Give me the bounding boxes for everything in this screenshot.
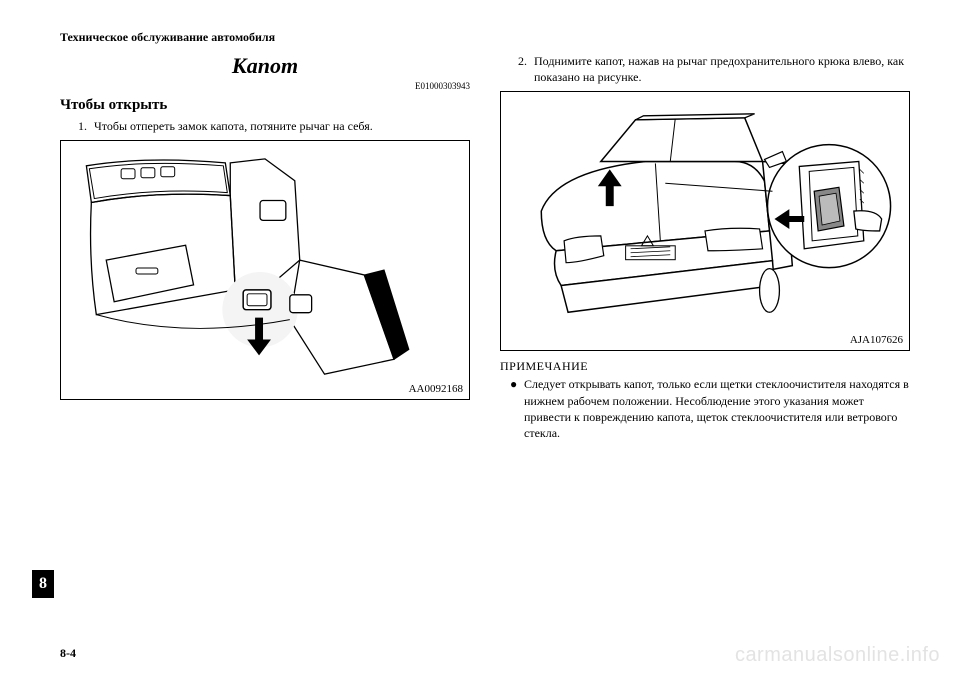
step-1-number: 1. [78,118,94,134]
left-column: Капот E01000303943 Чтобы открыть 1. Чтоб… [60,53,470,441]
watermark: carmanualsonline.info [735,644,940,667]
note-text: Следует открывать капот, только если щет… [524,376,910,441]
note-bullet: ● [510,376,524,441]
page: Техническое обслуживание автомобиля Капо… [0,0,960,679]
figure-2: AJA107626 [500,91,910,351]
running-header: Техническое обслуживание автомобиля [60,30,910,45]
subsection-title: Чтобы открыть [60,97,470,114]
figure-2-svg [501,92,909,350]
chapter-tab: 8 [32,570,54,598]
figure-1-svg [61,141,469,399]
document-code: E01000303943 [60,81,470,91]
note-body: ● Следует открывать капот, только если щ… [510,376,910,441]
step-1-text: Чтобы отпереть замок капота, потяните ры… [94,118,470,134]
note-title: ПРИМЕЧАНИЕ [500,359,910,374]
right-column: 2. Поднимите капот, нажав на рычаг предо… [500,53,910,441]
content-columns: Капот E01000303943 Чтобы открыть 1. Чтоб… [60,53,910,441]
step-2: 2. Поднимите капот, нажав на рычаг предо… [518,53,910,85]
figure-1-label: AA0092168 [409,383,463,395]
page-number: 8-4 [60,646,76,661]
figure-1: AA0092168 [60,140,470,400]
step-1: 1. Чтобы отпереть замок капота, потяните… [78,118,470,134]
figure-2-label: AJA107626 [850,334,903,346]
step-2-number: 2. [518,53,534,85]
section-title: Капот [60,53,470,79]
step-2-text: Поднимите капот, нажав на рычаг предохра… [534,53,910,85]
